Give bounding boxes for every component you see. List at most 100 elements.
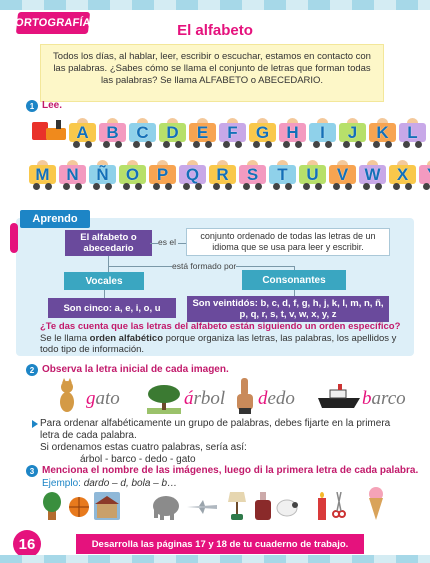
alphabet-letter: I: [309, 123, 336, 142]
top-stripe: [0, 0, 430, 10]
elephant-icon: [153, 496, 179, 520]
ordering-line-1: Para ordenar alfabéticamente un grupo de…: [40, 418, 391, 441]
train-car: Y: [418, 160, 430, 190]
connector-line: [108, 266, 172, 267]
alphabet-train-2: MNÑOPQRSTUVWXYZ: [28, 160, 430, 190]
page-number: 16: [13, 530, 41, 558]
example-line: Ejemplo: dardo – d, bola – b…: [42, 478, 178, 489]
alphabet-letter: H: [279, 123, 306, 142]
step-3-label: Menciona el nombre de las imágenes, lueg…: [42, 465, 419, 476]
word-dedo: dedo: [258, 388, 295, 409]
alphabet-letter: K: [369, 123, 396, 142]
train-car: G: [248, 118, 277, 148]
connector-line: [104, 290, 105, 298]
lamp-icon: [228, 492, 246, 520]
consonantes-box: Consonantes: [242, 270, 346, 290]
step-1-label: Lee.: [42, 100, 63, 111]
train-car: D: [158, 118, 187, 148]
ordering-paragraph: Para ordenar alfabéticamente un grupo de…: [32, 418, 410, 466]
alphabet-letter: J: [339, 123, 366, 142]
ordering-result: árbol - barco - dedo - gato: [80, 454, 196, 465]
aprendo-tag: Aprendo: [20, 210, 90, 228]
connector-line: [150, 243, 158, 244]
train-car: A: [68, 118, 97, 148]
alphabet-letter: Q: [179, 165, 206, 184]
train-car: F: [218, 118, 247, 148]
tree-icon: [147, 385, 181, 414]
es-el-label: es el: [158, 237, 176, 247]
alphabet-letter: W: [359, 165, 386, 184]
train-car: T: [268, 160, 297, 190]
train-car: V: [328, 160, 357, 190]
connector-line: [236, 266, 294, 267]
train-car: O: [118, 160, 147, 190]
ball-icon: [69, 497, 89, 517]
train-car: N: [58, 160, 87, 190]
word-barco: barco: [362, 388, 406, 409]
train-car: X: [388, 160, 417, 190]
alphabet-letter: P: [149, 165, 176, 184]
step-1-number: 1: [26, 100, 38, 112]
scissors-icon: [332, 492, 346, 518]
train-car: C: [128, 118, 157, 148]
alphabet-letter: U: [299, 165, 326, 184]
connector-line: [178, 243, 186, 244]
alphabet-letter: L: [399, 123, 426, 142]
word-gato: gato: [86, 388, 120, 409]
train-car: S: [238, 160, 267, 190]
definition-box: conjunto ordenado de todas las letras de…: [186, 228, 390, 256]
alphabet-letter: N: [59, 165, 86, 184]
alphabet-letter: R: [209, 165, 236, 184]
connector-line: [108, 256, 109, 268]
airplane-icon: [187, 500, 217, 514]
train-engine-icon: [32, 118, 66, 148]
page-title: El alfabeto: [177, 22, 253, 39]
word-arbol: árbol: [184, 388, 226, 409]
train-car: U: [298, 160, 327, 190]
cat-icon: [60, 378, 74, 412]
alphabet-letter: T: [269, 165, 296, 184]
alphabet-letter: X: [389, 165, 416, 184]
plant-icon: [43, 492, 61, 520]
train-car: K: [368, 118, 397, 148]
vocales-box: Vocales: [64, 272, 144, 290]
boat-icon: [318, 384, 360, 408]
house-icon: [94, 492, 120, 520]
train-car: H: [278, 118, 307, 148]
image-thumbnails: [40, 487, 420, 522]
train-car: W: [358, 160, 387, 190]
formado-label: está formado por: [172, 261, 237, 271]
candle-icon: [318, 492, 326, 520]
train-car: Ñ: [88, 160, 117, 190]
train-car: L: [398, 118, 427, 148]
ice-cream-icon: [369, 487, 383, 520]
ordering-line-2: Si ordenamos estas cuatro palabras, serí…: [40, 442, 247, 453]
alfabeto-box: El alfabeto o abecedario: [65, 230, 152, 256]
vocales-list: Son cinco: a, e, i, o, u: [48, 298, 176, 318]
bottle-icon: [255, 492, 271, 520]
intro-box: Todos los días, al hablar, leer, escribi…: [40, 44, 384, 102]
step-2-number: 2: [26, 364, 38, 376]
train-car: J: [338, 118, 367, 148]
connector-line: [294, 266, 295, 270]
aprendo-answer: Se le llama orden alfabético porque orga…: [40, 333, 397, 355]
train-car: R: [208, 160, 237, 190]
alphabet-letter: F: [219, 123, 246, 142]
consonantes-list: Son veintidós: b, c, d, f, g, h, j, k, l…: [187, 296, 389, 322]
alphabet-letter: C: [129, 123, 156, 142]
train-car: Q: [178, 160, 207, 190]
bottom-stripe: [0, 555, 430, 563]
alphabet-letter: G: [249, 123, 276, 142]
alphabet-letter: Ñ: [89, 165, 116, 184]
bullet-arrow-icon: [32, 420, 38, 428]
alphabet-letter: D: [159, 123, 186, 142]
train-car: B: [98, 118, 127, 148]
connector-line: [294, 290, 295, 296]
alphabet-letter: Y: [419, 165, 430, 184]
pushpin-icon: [10, 223, 18, 253]
footer-banner: Desarrolla las páginas 17 y 18 de tu cua…: [76, 534, 364, 554]
alphabet-letter: E: [189, 123, 216, 142]
connector-line: [108, 266, 109, 272]
train-car: P: [148, 160, 177, 190]
